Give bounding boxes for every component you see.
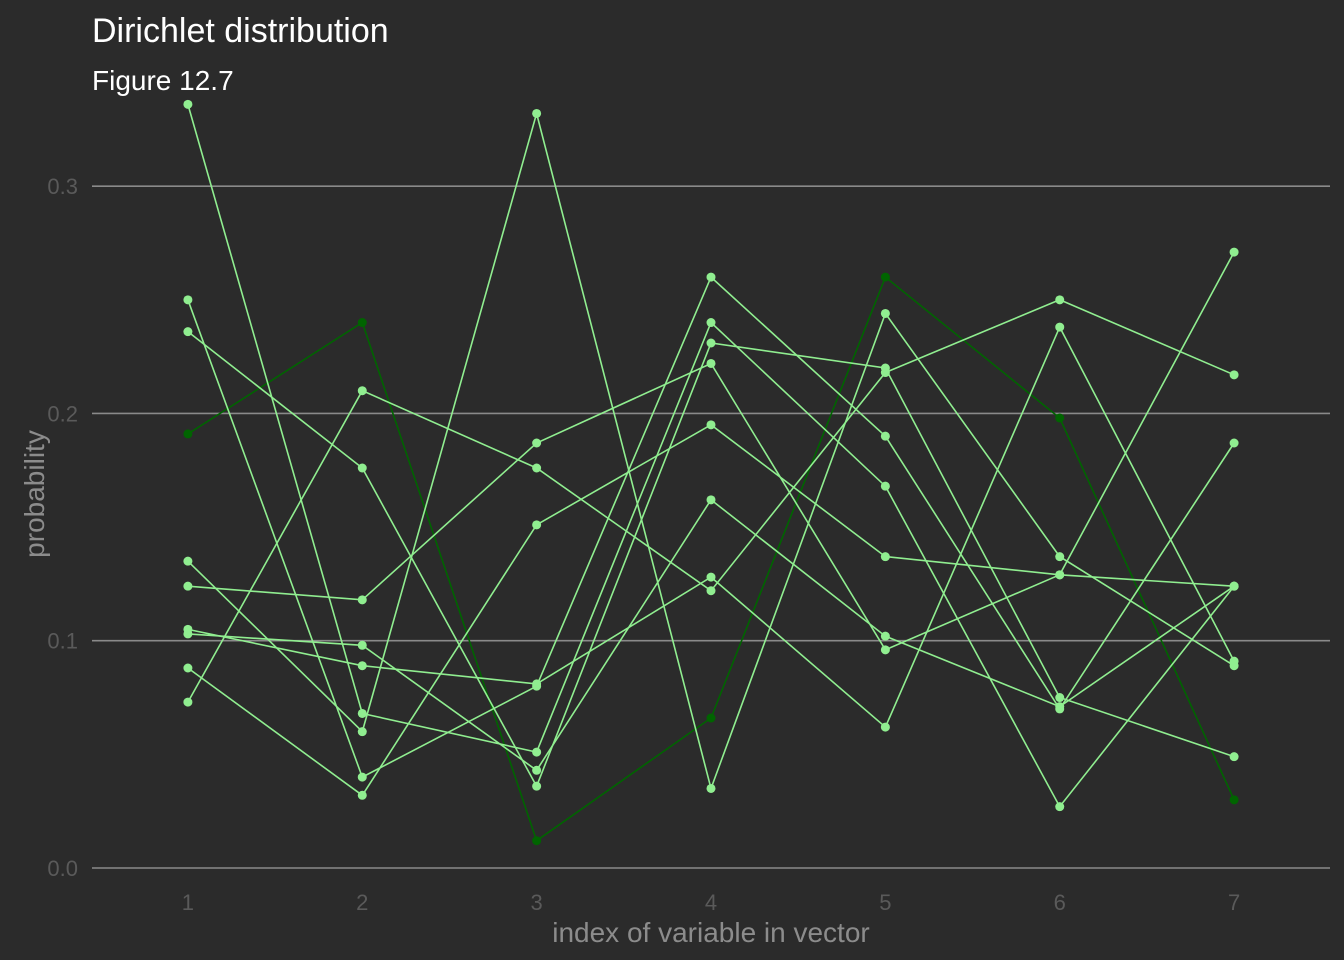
x-tick-label: 6 xyxy=(1054,890,1066,915)
data-point xyxy=(183,663,193,673)
x-tick-label: 5 xyxy=(879,890,891,915)
data-point xyxy=(706,572,716,582)
data-point xyxy=(1055,295,1065,305)
data-point xyxy=(1055,702,1065,712)
data-point xyxy=(532,520,542,530)
chart-title: Dirichlet distribution xyxy=(92,12,389,50)
series-4 xyxy=(183,327,1239,791)
x-tick-label: 3 xyxy=(531,890,543,915)
y-tick-label: 0.3 xyxy=(47,174,78,199)
series-1 xyxy=(183,272,1239,846)
data-point xyxy=(357,661,367,671)
data-point xyxy=(880,722,890,732)
series-5 xyxy=(183,108,1239,793)
data-point xyxy=(880,481,890,491)
data-point xyxy=(880,552,890,562)
data-point xyxy=(706,783,716,793)
x-tick-label: 1 xyxy=(182,890,194,915)
data-point xyxy=(1055,570,1065,580)
gridlines xyxy=(92,185,1330,869)
data-point xyxy=(532,747,542,757)
data-point xyxy=(1229,581,1239,591)
y-tick-label: 0.2 xyxy=(47,401,78,426)
data-point xyxy=(706,358,716,368)
data-point xyxy=(1055,552,1065,562)
data-point xyxy=(880,645,890,655)
data-point xyxy=(706,495,716,505)
data-point xyxy=(706,338,716,348)
data-point xyxy=(183,697,193,707)
data-point xyxy=(706,713,716,723)
series-line xyxy=(187,275,1235,779)
data-point xyxy=(532,781,542,791)
y-axis-ticks: 0.0 0.1 0.2 0.3 xyxy=(47,174,78,881)
data-point xyxy=(183,581,193,591)
x-tick-label: 4 xyxy=(705,890,717,915)
data-point xyxy=(357,640,367,650)
data-point xyxy=(183,327,193,337)
y-tick-label: 0.0 xyxy=(47,856,78,881)
data-point xyxy=(706,272,716,282)
series-9 xyxy=(183,420,1239,800)
data-point xyxy=(357,727,367,737)
data-point xyxy=(706,586,716,596)
data-point xyxy=(1229,370,1239,380)
data-point xyxy=(357,790,367,800)
x-axis-label: index of variable in vector xyxy=(552,917,870,948)
series-line xyxy=(187,423,1235,797)
series-7 xyxy=(183,322,1239,732)
series-10 xyxy=(183,295,1239,707)
data-point xyxy=(532,679,542,689)
data-point xyxy=(183,629,193,639)
data-point xyxy=(357,772,367,782)
data-point xyxy=(1229,247,1239,257)
data-point xyxy=(532,836,542,846)
data-point xyxy=(183,556,193,566)
data-point xyxy=(357,595,367,605)
data-point xyxy=(532,463,542,473)
data-point xyxy=(1229,438,1239,448)
data-point xyxy=(880,272,890,282)
data-point xyxy=(357,463,367,473)
data-point xyxy=(183,99,193,109)
x-axis-ticks: 1 2 3 4 5 6 7 xyxy=(182,890,1240,915)
chart-subtitle: Figure 12.7 xyxy=(92,65,234,96)
series-lines xyxy=(183,99,1239,846)
data-point xyxy=(880,631,890,641)
data-point xyxy=(1229,752,1239,762)
data-point xyxy=(532,765,542,775)
data-point xyxy=(880,308,890,318)
data-point xyxy=(357,386,367,396)
data-point xyxy=(183,295,193,305)
data-point xyxy=(183,429,193,439)
data-point xyxy=(1055,322,1065,332)
data-point xyxy=(1229,656,1239,666)
series-line xyxy=(187,110,1235,792)
x-tick-label: 7 xyxy=(1228,890,1240,915)
data-point xyxy=(1229,795,1239,805)
data-point xyxy=(1055,693,1065,703)
data-point xyxy=(706,420,716,430)
data-point xyxy=(880,431,890,441)
y-axis-label: probability xyxy=(19,430,50,558)
y-tick-label: 0.1 xyxy=(47,629,78,654)
series-line xyxy=(187,325,1235,729)
data-point xyxy=(880,368,890,378)
data-point xyxy=(532,438,542,448)
data-point xyxy=(1055,802,1065,812)
data-point xyxy=(1055,413,1065,423)
data-point xyxy=(357,708,367,718)
data-point xyxy=(706,318,716,328)
data-point xyxy=(532,108,542,118)
series-8 xyxy=(183,495,1239,775)
data-point xyxy=(357,318,367,328)
x-tick-label: 2 xyxy=(356,890,368,915)
